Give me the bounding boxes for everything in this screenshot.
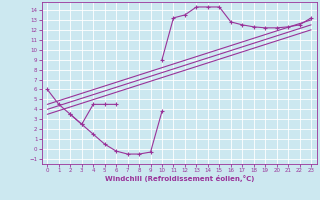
X-axis label: Windchill (Refroidissement éolien,°C): Windchill (Refroidissement éolien,°C) xyxy=(105,175,254,182)
